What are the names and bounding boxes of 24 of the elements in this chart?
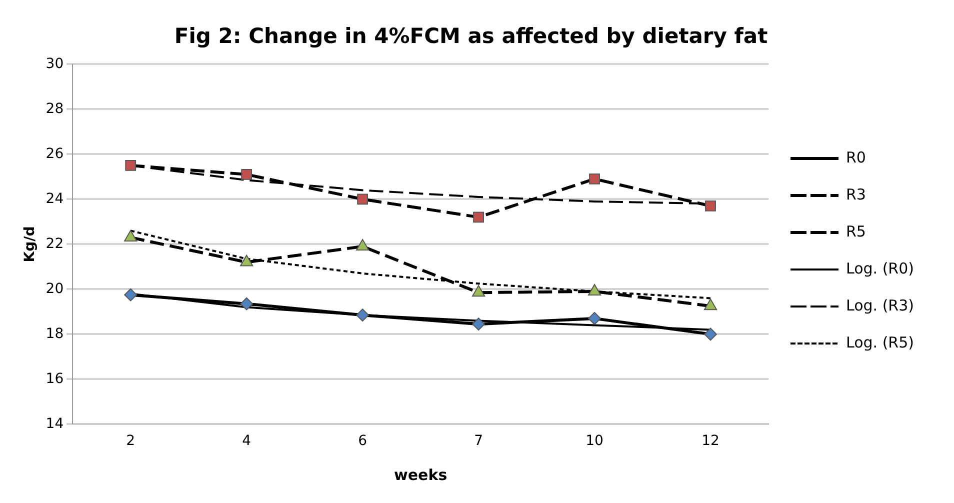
y-tick-label: 22 (46, 236, 64, 252)
y-axis-title: Kg/d (22, 226, 38, 262)
x-tick-label: 6 (358, 433, 368, 450)
x-tick-label: 10 (586, 433, 604, 450)
y-tick-label: 18 (46, 326, 64, 342)
x-tick-label: 12 (702, 433, 720, 450)
y-tick-label: 20 (46, 280, 64, 297)
x-axis-title: weeks (394, 466, 448, 484)
legend-label: Log. (R5) (846, 333, 914, 352)
y-tick-label: 26 (46, 146, 64, 162)
legend-label: Log. (R0) (846, 259, 914, 278)
x-tick-label: 4 (242, 433, 252, 450)
legend-label: R0 (846, 148, 866, 166)
chart-title: Fig 2: Change in 4%FCM as affected by dietary fat (174, 24, 768, 48)
y-tick-label: 14 (46, 416, 64, 432)
x-tick-label: 2 (126, 433, 136, 450)
x-tick-label: 7 (474, 433, 484, 450)
legend-label: R3 (846, 185, 866, 204)
y-tick-label: 30 (46, 56, 64, 72)
legend-label: Log. (R3) (846, 296, 914, 314)
y-tick-label: 24 (46, 190, 64, 207)
y-tick-label: 28 (46, 100, 64, 117)
y-tick-label: 16 (46, 370, 64, 387)
legend-label: R5 (846, 222, 866, 240)
